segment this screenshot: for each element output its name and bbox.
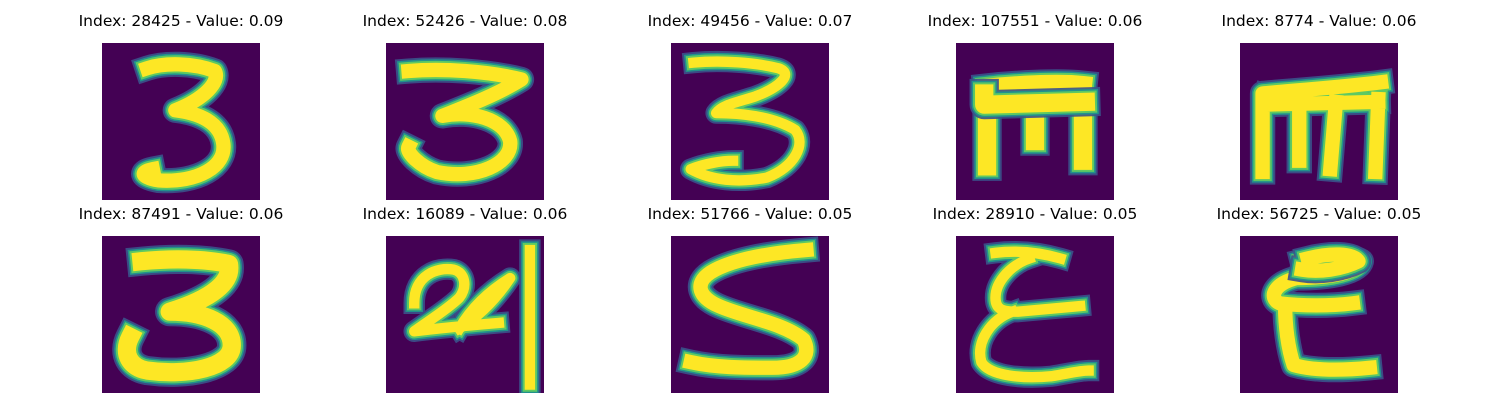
digit-image — [386, 236, 544, 393]
panel-8: Index: 51766 - Value: 0.05 — [640, 202, 860, 393]
digit-image — [956, 43, 1114, 200]
glyph-stroke — [408, 244, 536, 390]
panel-6: Index: 87491 - Value: 0.06 — [71, 202, 291, 393]
glyph-stroke — [117, 250, 241, 382]
panel-4: Index: 107551 - Value: 0.06 — [925, 9, 1145, 200]
panel-9: Index: 28910 - Value: 0.05 — [925, 202, 1145, 393]
digit-image — [1240, 236, 1398, 393]
panel-7: Index: 16089 - Value: 0.06 — [355, 202, 575, 393]
panel-5: Index: 8774 - Value: 0.06 — [1209, 9, 1429, 200]
glyph-stroke — [975, 246, 1094, 383]
panel-1: Index: 28425 - Value: 0.09 — [71, 9, 291, 200]
digit-image — [102, 43, 260, 200]
digit-image — [671, 236, 829, 393]
panel-title: Index: 8774 - Value: 0.06 — [1221, 12, 1417, 30]
digit-image — [386, 43, 544, 200]
panel-title: Index: 52426 - Value: 0.08 — [362, 12, 568, 30]
panel-2: Index: 52426 - Value: 0.08 — [355, 9, 575, 200]
panel-10: Index: 56725 - Value: 0.05 — [1209, 202, 1429, 393]
digit-image — [956, 236, 1114, 393]
panel-title: Index: 56725 - Value: 0.05 — [1216, 205, 1422, 223]
panel-title: Index: 107551 - Value: 0.06 — [927, 12, 1143, 30]
digit-image — [671, 43, 829, 200]
panel-title: Index: 49456 - Value: 0.07 — [647, 12, 853, 30]
panel-3: Index: 49456 - Value: 0.07 — [640, 9, 860, 200]
panel-title: Index: 16089 - Value: 0.06 — [362, 205, 568, 223]
glyph-stroke — [1293, 247, 1366, 278]
glyph-stroke — [1255, 74, 1390, 180]
panel-title: Index: 28425 - Value: 0.09 — [78, 12, 284, 30]
glyph-stroke — [400, 62, 529, 182]
glyph-stroke — [975, 84, 1096, 114]
digit-image — [1240, 43, 1398, 200]
panel-title: Index: 51766 - Value: 0.05 — [647, 205, 853, 223]
glyph-stroke — [682, 242, 815, 375]
panel-title: Index: 87491 - Value: 0.06 — [78, 205, 284, 223]
panel-title: Index: 28910 - Value: 0.05 — [932, 205, 1138, 223]
digit-image — [102, 236, 260, 393]
glyph-stroke — [136, 57, 231, 188]
glyph-stroke — [685, 56, 805, 186]
